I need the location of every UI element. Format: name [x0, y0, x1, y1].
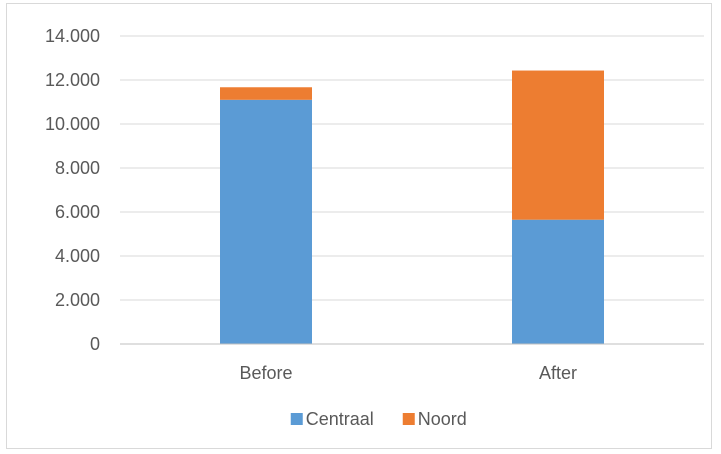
- x-tick-label: After: [539, 363, 577, 383]
- x-tick-label: Before: [239, 363, 292, 383]
- y-tick-label: 0: [90, 334, 100, 354]
- gridlines: [120, 35, 704, 301]
- bars: [220, 70, 604, 344]
- bar-centraal-after: [512, 219, 604, 344]
- y-tick-label: 10.000: [45, 114, 100, 134]
- bar-noord-before: [220, 87, 312, 100]
- y-tick-label: 4.000: [55, 246, 100, 266]
- chart-area: 0 2.000 4.000 6.000 8.000 10.000 12.000 14.000 B…: [6, 3, 712, 449]
- legend-swatch-centraal: [290, 413, 303, 425]
- y-tick-label: 6.000: [55, 202, 100, 222]
- legend-label-centraal: Centraal: [306, 409, 374, 429]
- legend-swatch-noord: [402, 413, 415, 425]
- stacked-bar-chart: 0 2.000 4.000 6.000 8.000 10.000 12.000 14.000 B…: [45, 26, 704, 429]
- y-tick-label: 8.000: [55, 158, 100, 178]
- axes: 0 2.000 4.000 6.000 8.000 10.000 12.000 14.000 B…: [45, 26, 704, 383]
- y-tick-label: 12.000: [45, 70, 100, 90]
- bar-centraal-before: [220, 99, 312, 344]
- y-tick-label: 14.000: [45, 26, 100, 46]
- legend-label-noord: Noord: [418, 409, 467, 429]
- bar-noord-after: [512, 70, 604, 220]
- legend: Centraal Noord: [290, 409, 467, 429]
- y-tick-label: 2.000: [55, 290, 100, 310]
